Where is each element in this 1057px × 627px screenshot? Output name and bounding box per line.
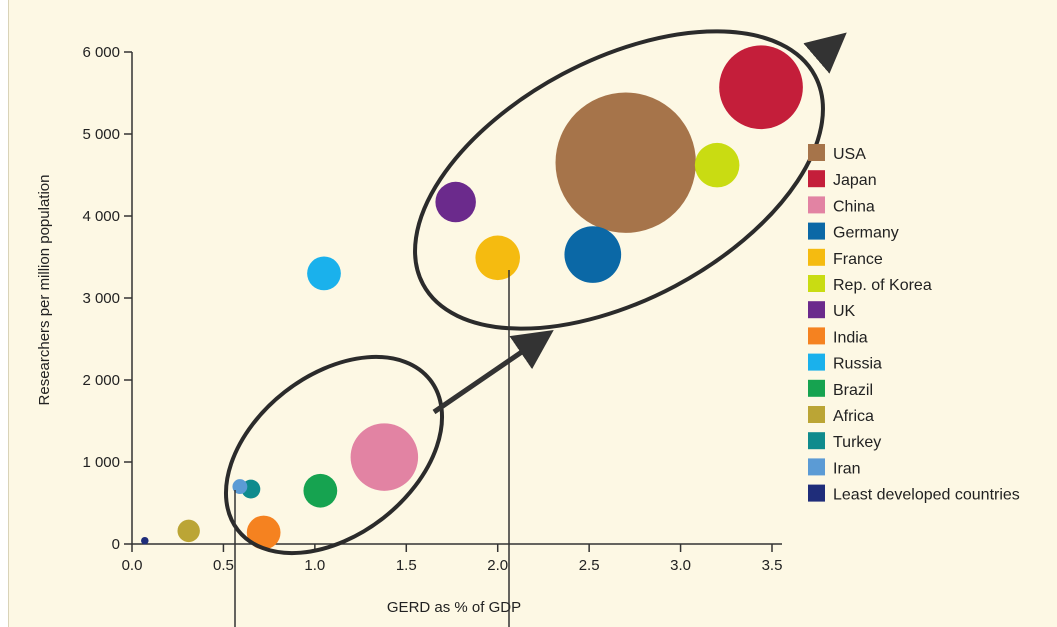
y-tick-label: 1 000 — [82, 454, 120, 471]
annotation-arrow-top — [803, 32, 847, 74]
x-axis-title: GERD as % of GDP — [387, 599, 521, 616]
x-tick-label: 3.0 — [670, 557, 691, 574]
legend-label-least-developed-countries: Least developed countries — [833, 487, 1020, 504]
y-tick-label: 2 000 — [82, 372, 120, 389]
annotation-ellipse-small — [223, 354, 445, 556]
legend-swatch-usa — [808, 144, 825, 161]
bubble-france — [475, 235, 520, 281]
chart-panel: 0 1 000 2 000 3 000 4 000 5 000 6 000 0.0 0.5 1.0… — [8, 0, 1057, 627]
bubble-usa — [555, 92, 696, 233]
legend-label-france: France — [833, 251, 883, 268]
x-tick-label: 0.5 — [213, 557, 234, 574]
bubble-china — [350, 423, 419, 491]
legend-label-japan: Japan — [833, 172, 877, 189]
x-tick-label: 0.0 — [122, 557, 143, 574]
y-tick-label: 3 000 — [82, 290, 120, 307]
legend-label-turkey: Turkey — [833, 434, 881, 451]
x-tick-label: 2.0 — [487, 557, 508, 574]
legend-swatch-japan — [808, 170, 825, 188]
legend-label-africa: Africa — [833, 408, 874, 425]
legend-label-germany: Germany — [833, 225, 899, 242]
y-axis-title: Researchers per million population — [36, 175, 53, 406]
legend-swatch-russia — [808, 353, 825, 371]
annotation-arrow-middle — [432, 330, 554, 415]
bubble-africa — [177, 519, 200, 543]
bubble-germany — [564, 226, 622, 283]
bubble-brazil — [303, 473, 338, 508]
legend-label-russia: Russia — [833, 356, 882, 373]
bubble-rep-of-korea — [694, 142, 740, 188]
legend-label-india: India — [833, 329, 868, 346]
x-tick-label: 2.5 — [579, 557, 600, 574]
legend-label-china: China — [833, 198, 875, 215]
legend-swatch-brazil — [808, 379, 825, 397]
bubble-uk — [435, 181, 476, 223]
legend-label-usa: USA — [833, 146, 866, 163]
y-tick-label: 4 000 — [82, 208, 120, 225]
y-tick-label: 5 000 — [82, 126, 120, 143]
annotation-layer — [223, 29, 847, 627]
y-tick-label: 6 000 — [82, 44, 120, 61]
legend-label-uk: UK — [833, 303, 856, 320]
legend-swatch-china — [808, 196, 825, 214]
bubble-iran — [232, 479, 248, 495]
bubble-japan — [719, 45, 803, 130]
legend-swatch-africa — [808, 406, 825, 423]
legend: USA Japan China Germany France Rep. of Korea U… — [808, 144, 1020, 504]
x-tick-label: 3.5 — [762, 557, 783, 574]
bubble-least-developed-countries — [141, 536, 149, 545]
legend-swatch-india — [808, 327, 825, 345]
bubble-chart: 0 1 000 2 000 3 000 4 000 5 000 6 000 0.0 0.5 1.0… — [36, 29, 1020, 627]
legend-swatch-turkey — [808, 432, 825, 450]
x-tick-label: 1.0 — [304, 557, 325, 574]
legend-label-brazil: Brazil — [833, 382, 873, 399]
bubble-russia — [307, 256, 341, 291]
legend-swatch-france — [808, 248, 825, 266]
legend-swatch-iran — [808, 458, 825, 476]
legend-swatch-uk — [808, 301, 825, 319]
annotation-ellipse-large — [413, 29, 825, 331]
legend-label-iran: Iran — [833, 460, 861, 477]
y-tick-label: 0 — [112, 536, 120, 553]
legend-swatch-germany — [808, 222, 825, 240]
legend-swatch-least-developed-countries — [808, 484, 825, 502]
legend-label-rep-of-korea: Rep. of Korea — [833, 277, 932, 294]
x-tick-label: 1.5 — [396, 557, 417, 574]
bubble-india — [246, 515, 281, 550]
legend-swatch-rep-of-korea — [808, 275, 825, 292]
